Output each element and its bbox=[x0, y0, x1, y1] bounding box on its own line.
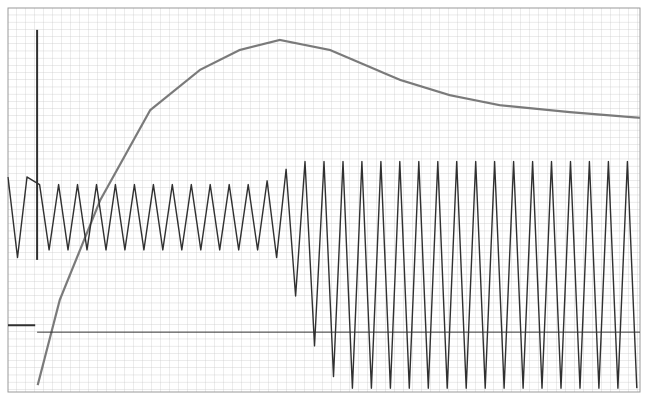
chart bbox=[0, 0, 645, 399]
plot-area bbox=[8, 8, 640, 392]
page: {"chart_data": {"type": "line", "xlim": … bbox=[0, 0, 645, 399]
